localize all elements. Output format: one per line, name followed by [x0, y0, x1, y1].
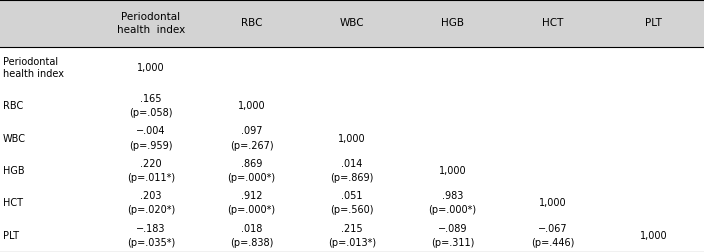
Text: HCT: HCT — [543, 18, 564, 28]
Text: Periodontal
health  index: Periodontal health index — [117, 12, 185, 35]
Text: (p=.869): (p=.869) — [330, 173, 374, 183]
Text: .215: .215 — [341, 224, 363, 234]
Text: WBC: WBC — [3, 134, 26, 143]
Text: (p=.000*): (p=.000*) — [227, 205, 275, 215]
Text: (p=.446): (p=.446) — [532, 238, 575, 248]
Text: 1,000: 1,000 — [640, 231, 667, 241]
Text: .220: .220 — [140, 159, 162, 169]
Text: PLT: PLT — [646, 18, 662, 28]
Text: −.004: −.004 — [136, 126, 165, 136]
Text: .869: .869 — [241, 159, 262, 169]
Text: .912: .912 — [241, 191, 263, 201]
Text: (p=.000*): (p=.000*) — [429, 205, 477, 215]
Text: .203: .203 — [140, 191, 162, 201]
Text: HGB: HGB — [3, 166, 25, 176]
Text: (p=.311): (p=.311) — [431, 238, 474, 248]
Text: 1,000: 1,000 — [539, 198, 567, 208]
Text: .018: .018 — [241, 224, 262, 234]
Text: RBC: RBC — [3, 101, 23, 111]
Text: (p=.838): (p=.838) — [230, 238, 273, 248]
Text: PLT: PLT — [3, 231, 19, 241]
Text: .097: .097 — [241, 126, 263, 136]
Text: −.183: −.183 — [136, 224, 165, 234]
Text: .983: .983 — [442, 191, 463, 201]
Text: .014: .014 — [341, 159, 363, 169]
Text: −.067: −.067 — [539, 224, 568, 234]
Text: 1,000: 1,000 — [439, 166, 467, 176]
Text: .165: .165 — [140, 94, 162, 104]
Text: HCT: HCT — [3, 198, 23, 208]
Text: 1,000: 1,000 — [137, 63, 165, 73]
Text: .051: .051 — [341, 191, 363, 201]
Text: (p=.959): (p=.959) — [130, 141, 172, 151]
Text: Periodontal
health index: Periodontal health index — [3, 57, 64, 79]
Text: (p=.020*): (p=.020*) — [127, 205, 175, 215]
Text: (p=.011*): (p=.011*) — [127, 173, 175, 183]
Text: 1,000: 1,000 — [238, 101, 265, 111]
Bar — [0, 0, 101, 47]
Bar — [101, 0, 704, 47]
Text: (p=.560): (p=.560) — [330, 205, 374, 215]
Text: (p=.267): (p=.267) — [230, 141, 273, 151]
Text: (p=.058): (p=.058) — [130, 108, 172, 118]
Text: (p=.013*): (p=.013*) — [328, 238, 376, 248]
Text: RBC: RBC — [241, 18, 263, 28]
Text: (p=.000*): (p=.000*) — [227, 173, 275, 183]
Text: HGB: HGB — [441, 18, 464, 28]
Text: WBC: WBC — [340, 18, 365, 28]
Text: 1,000: 1,000 — [338, 134, 366, 143]
Text: −.089: −.089 — [438, 224, 467, 234]
Text: (p=.035*): (p=.035*) — [127, 238, 175, 248]
